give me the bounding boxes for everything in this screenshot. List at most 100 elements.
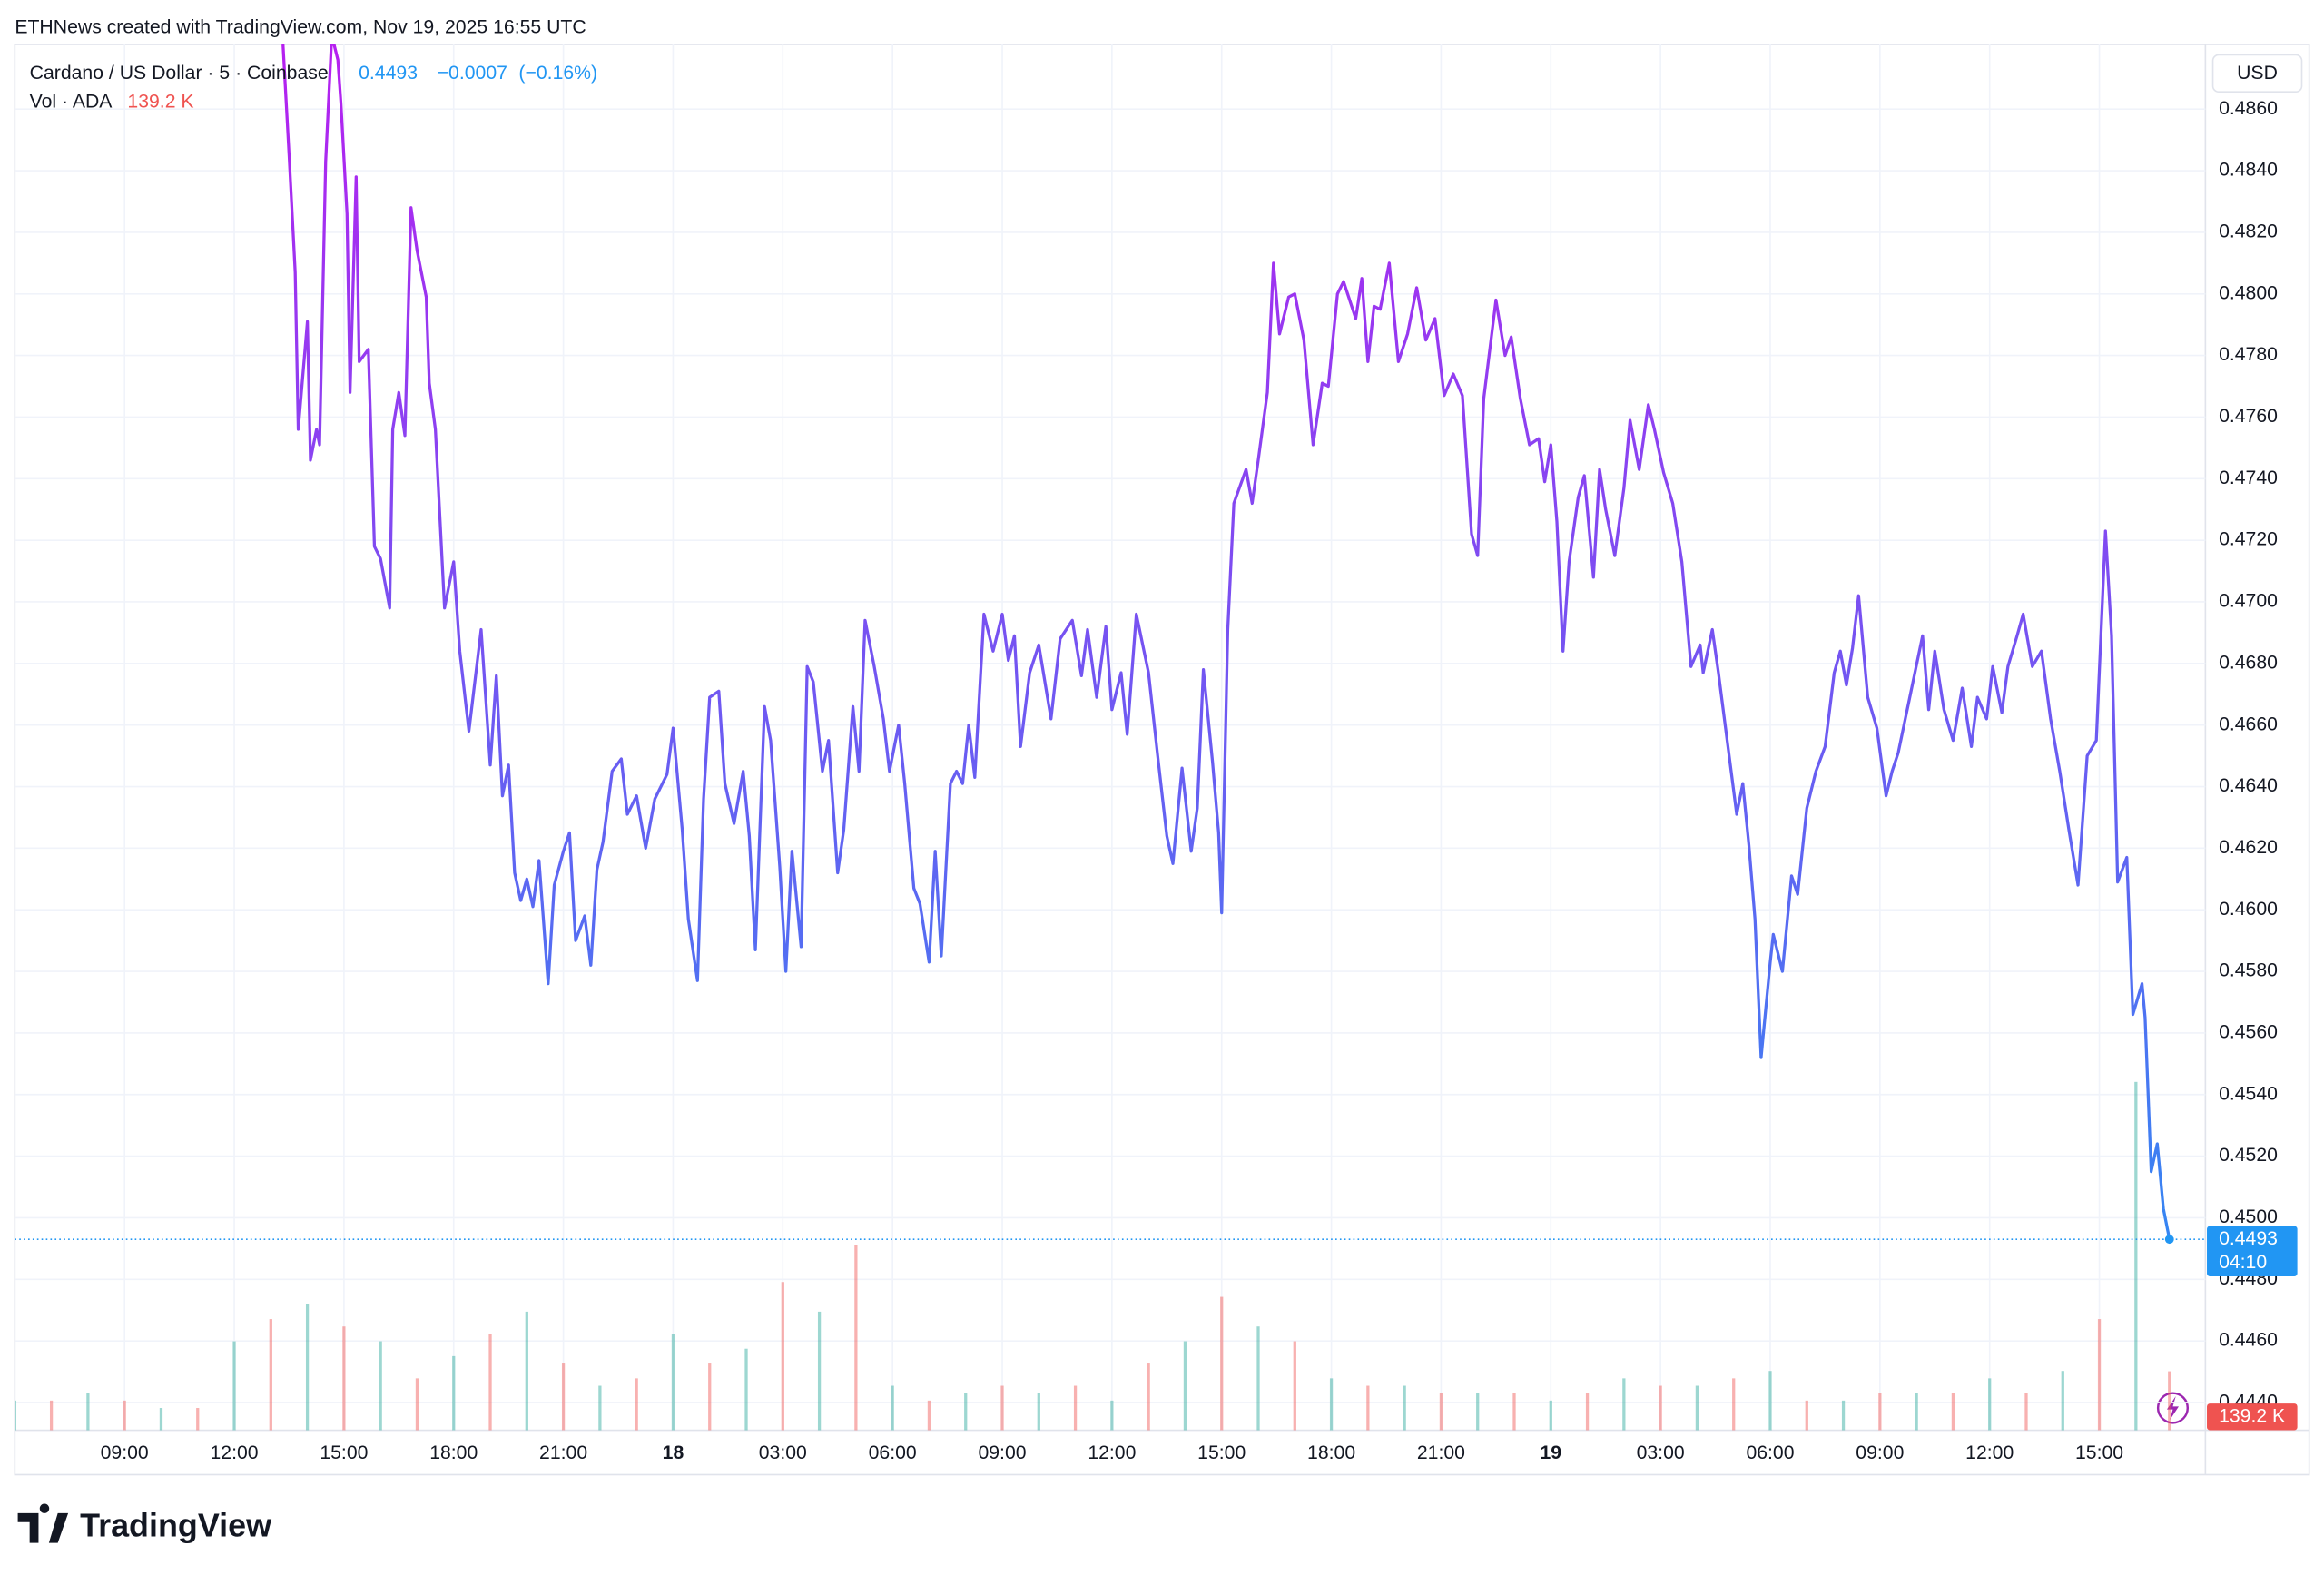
- volume-bar: [1622, 1378, 1626, 1431]
- x-tick-label: 18:00: [429, 1442, 478, 1463]
- y-tick-label: 0.4700: [2219, 591, 2278, 612]
- y-tick-label: 0.4760: [2219, 406, 2278, 427]
- y-tick-label: 0.4680: [2219, 652, 2278, 673]
- x-tick-label: 21:00: [1417, 1442, 1465, 1463]
- chart-frame: [14, 44, 2310, 1476]
- lightning-icon[interactable]: [2166, 1395, 2179, 1421]
- x-tick-label: 21:00: [539, 1442, 587, 1463]
- y-tick-label: 0.4540: [2219, 1083, 2278, 1104]
- volume-bar: [1695, 1385, 1699, 1431]
- y-tick-label: 0.4640: [2219, 775, 2278, 796]
- volume-bar: [1439, 1393, 1443, 1431]
- volume-bar: [891, 1385, 894, 1431]
- logo-text: TradingView: [80, 1507, 271, 1544]
- volume-bar: [1512, 1393, 1516, 1431]
- y-tick-label: 0.4520: [2219, 1145, 2278, 1166]
- y-tick-label: 0.4660: [2219, 714, 2278, 734]
- volume-bar: [196, 1408, 200, 1431]
- x-tick-label: 18:00: [1307, 1442, 1355, 1463]
- volume-bar: [305, 1304, 310, 1431]
- volume-bar: [1988, 1378, 1992, 1431]
- y-tick-label: 0.4500: [2219, 1206, 2278, 1227]
- y-tick-label: 0.4580: [2219, 960, 2278, 981]
- volume-bar: [2134, 1081, 2138, 1431]
- volume-bar: [1147, 1363, 1150, 1431]
- volume-bar: [1951, 1393, 1955, 1431]
- y-tick-label: 0.4820: [2219, 221, 2278, 242]
- volume-bar: [744, 1348, 748, 1431]
- volume-bar: [1915, 1393, 1918, 1431]
- last-price-dot: [2164, 1235, 2174, 1245]
- x-tick-label: 09:00: [1856, 1442, 1904, 1463]
- volume-bar: [1293, 1341, 1296, 1431]
- volume-tag-value: 139.2 K: [2219, 1405, 2285, 1426]
- volume-bar: [49, 1400, 54, 1431]
- price-line: [281, 44, 2171, 1240]
- volume-legend: Vol · ADA: [30, 91, 113, 112]
- x-tick-label: 06:00: [1746, 1442, 1794, 1463]
- volume-legend-value: 139.2 K: [127, 91, 193, 112]
- symbol-title: Cardano / US Dollar · 5 · Coinbase: [30, 63, 329, 84]
- x-tick-label: 09:00: [978, 1442, 1026, 1463]
- volume-bar: [159, 1408, 163, 1431]
- volume-bar: [1403, 1385, 1406, 1431]
- header-change: −0.0007: [438, 63, 507, 84]
- volume-bar: [598, 1385, 602, 1431]
- volume-bar: [708, 1363, 712, 1431]
- price-tag: [2207, 1226, 2298, 1277]
- x-tick-label: 18: [663, 1442, 684, 1463]
- x-tick-label: 15:00: [1197, 1442, 1246, 1463]
- volume-bar: [927, 1400, 931, 1431]
- volume-bar: [1110, 1400, 1114, 1431]
- x-tick-label: 19: [1540, 1442, 1561, 1463]
- y-tick-label: 0.4860: [2219, 98, 2278, 119]
- x-tick-label: 03:00: [1637, 1442, 1685, 1463]
- volume-bar: [1659, 1385, 1662, 1431]
- volume-bar: [342, 1326, 346, 1431]
- volume-bar: [561, 1363, 566, 1431]
- volume-bar: [1366, 1385, 1370, 1431]
- volume-bar: [1256, 1326, 1260, 1431]
- volume-tag: [2207, 1403, 2298, 1431]
- lightning-button[interactable]: [2156, 1392, 2190, 1424]
- volume-bar: [2168, 1371, 2171, 1431]
- logo-mark: [17, 1503, 69, 1543]
- volume-bar: [817, 1311, 822, 1431]
- volume-bars: [15, 1081, 2171, 1431]
- volume-bar: [1183, 1341, 1187, 1431]
- y-tick-label: 0.4840: [2219, 160, 2278, 181]
- y-tick-label: 0.4740: [2219, 468, 2278, 488]
- currency-button[interactable]: [2211, 54, 2303, 94]
- volume-bar: [1878, 1393, 1882, 1431]
- volume-bar: [269, 1319, 272, 1431]
- y-tick-label: 0.4620: [2219, 837, 2278, 858]
- volume-bar: [15, 1400, 16, 1431]
- volume-bar: [1841, 1400, 1846, 1431]
- volume-bar: [1732, 1378, 1736, 1431]
- volume-bar: [452, 1355, 456, 1431]
- volume-bar: [2024, 1393, 2028, 1431]
- volume-bar: [86, 1393, 90, 1431]
- y-tick-label: 0.4720: [2219, 529, 2278, 550]
- volume-bar: [379, 1341, 382, 1431]
- volume-bar: [1549, 1400, 1552, 1431]
- volume-bar: [488, 1334, 492, 1431]
- header-change-percent: (−0.16%): [518, 63, 597, 84]
- volume-bar: [1073, 1385, 1078, 1431]
- y-tick-label: 0.4460: [2219, 1330, 2278, 1351]
- x-tick-label: 06:00: [869, 1442, 917, 1463]
- y-tick-label: 0.4560: [2219, 1022, 2278, 1043]
- volume-bar: [2061, 1371, 2064, 1431]
- y-tick-label: 0.4800: [2219, 282, 2278, 303]
- volume-bar: [1768, 1371, 1772, 1431]
- volume-bar: [781, 1282, 784, 1431]
- volume-bar: [1329, 1378, 1334, 1431]
- currency[interactable]: USD: [2237, 63, 2278, 84]
- volume-bar: [635, 1378, 638, 1431]
- volume-bar: [1805, 1400, 1808, 1431]
- attribution: ETHNews created with TradingView.com, No…: [15, 17, 586, 38]
- volume-bar: [525, 1311, 528, 1431]
